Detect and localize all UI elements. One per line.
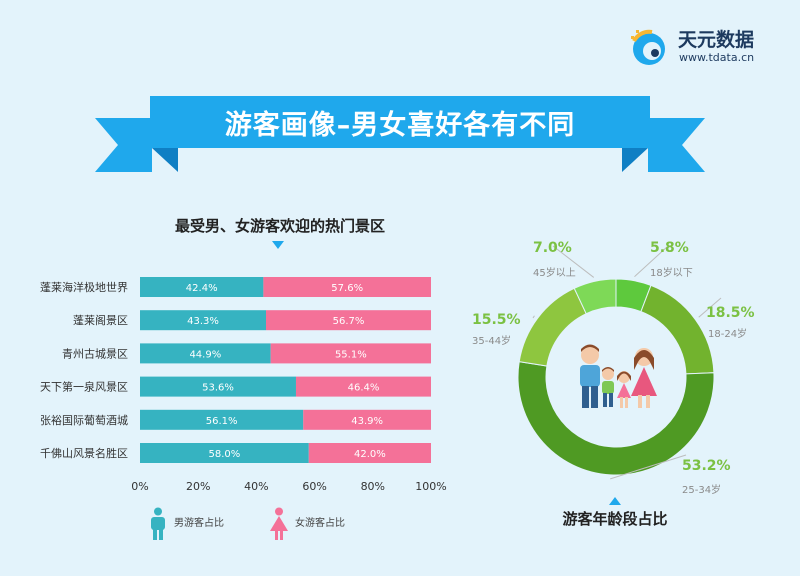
bar-male-value: 42.4% bbox=[186, 283, 218, 294]
x-tick-label: 100% bbox=[415, 480, 446, 493]
x-tick-label: 60% bbox=[302, 480, 326, 493]
donut-leader-line bbox=[634, 245, 669, 278]
category-label: 青州古城景区 bbox=[62, 347, 128, 360]
legend-male-label: 男游客占比 bbox=[174, 518, 224, 529]
bar-chart-title: 最受男、女游客欢迎的热门景区 bbox=[174, 217, 385, 235]
donut-group-label: 35-44岁 bbox=[472, 336, 512, 347]
chevron-down-icon bbox=[272, 241, 284, 249]
donut-leader-line bbox=[552, 245, 595, 278]
legend-female-label: 女游客占比 bbox=[295, 518, 345, 529]
donut-leader-line bbox=[532, 315, 535, 319]
donut-group-label: 25-34岁 bbox=[682, 485, 722, 496]
bar-female bbox=[303, 409, 431, 430]
bar-female bbox=[295, 376, 431, 397]
bar-female-value: 43.9% bbox=[351, 416, 383, 427]
chevron-up-icon bbox=[609, 497, 621, 505]
donut-chart-title: 游客年龄段占比 bbox=[562, 510, 668, 528]
title-ribbon bbox=[95, 96, 705, 172]
family-icon bbox=[580, 344, 657, 408]
x-tick-label: 80% bbox=[361, 480, 385, 493]
donut-leader-line bbox=[698, 297, 722, 318]
category-label: 天下第一泉风景区 bbox=[40, 380, 128, 394]
bar-male-value: 44.9% bbox=[189, 349, 221, 360]
bar-female-value: 55.1% bbox=[335, 349, 367, 360]
bar-male-value: 58.0% bbox=[208, 449, 240, 460]
bar-female bbox=[308, 443, 431, 463]
x-tick-label: 20% bbox=[186, 480, 210, 493]
donut-pct-label: 5.8% bbox=[650, 240, 689, 256]
category-label: 蓬莱海洋极地世界 bbox=[40, 280, 128, 294]
tdata-logo-icon bbox=[631, 29, 665, 65]
bar-male bbox=[140, 310, 267, 331]
bar-male bbox=[140, 409, 304, 430]
female-person-icon bbox=[270, 507, 288, 540]
donut-slice bbox=[573, 278, 617, 315]
bar-female-value: 57.6% bbox=[331, 283, 363, 294]
donut-group-label: 18-24岁 bbox=[708, 329, 748, 340]
donut-leader-line bbox=[610, 454, 687, 480]
bar-male bbox=[140, 376, 296, 397]
bar-female bbox=[270, 343, 431, 364]
bar-female bbox=[263, 277, 431, 297]
bar-male bbox=[140, 277, 264, 297]
bar-female-value: 42.0% bbox=[354, 449, 386, 460]
category-label: 张裕国际葡萄酒城 bbox=[40, 414, 128, 427]
x-tick-label: 0% bbox=[131, 480, 148, 493]
x-tick-label: 40% bbox=[244, 480, 268, 493]
bar-chart: 蓬莱海洋极地世界 42.4% 57.6% 蓬莱阁景区 43.3% 56.7% 青州古城景区 4… bbox=[40, 277, 447, 493]
bar-male bbox=[140, 343, 271, 364]
donut-slice bbox=[517, 361, 715, 476]
donut-group-label: 18岁以下 bbox=[650, 268, 693, 279]
bar-male-value: 43.3% bbox=[187, 316, 219, 327]
bar-male-value: 56.1% bbox=[206, 416, 238, 427]
donut-pct-label: 7.0% bbox=[533, 240, 572, 256]
bar-female-value: 56.7% bbox=[333, 316, 365, 327]
donut-pct-label: 53.2% bbox=[682, 458, 731, 474]
banner-title: 游客画像–男女喜好各有不同 bbox=[224, 109, 576, 141]
bar-female-value: 46.4% bbox=[348, 383, 380, 394]
male-person-icon bbox=[151, 507, 165, 540]
donut-pct-label: 18.5% bbox=[706, 305, 755, 321]
category-label: 千佛山风景名胜区 bbox=[40, 446, 128, 460]
bar-male bbox=[140, 443, 309, 463]
donut-group-label: 45岁以上 bbox=[533, 268, 576, 279]
brand-url: www.tdata.cn bbox=[679, 51, 755, 64]
brand-name: 天元数据 bbox=[678, 29, 755, 51]
donut-pct-label: 15.5% bbox=[472, 312, 521, 328]
age-donut-chart bbox=[517, 245, 722, 480]
bar-male-value: 53.6% bbox=[202, 383, 234, 394]
category-label: 蓬莱阁景区 bbox=[73, 313, 128, 327]
bar-female bbox=[266, 310, 431, 331]
